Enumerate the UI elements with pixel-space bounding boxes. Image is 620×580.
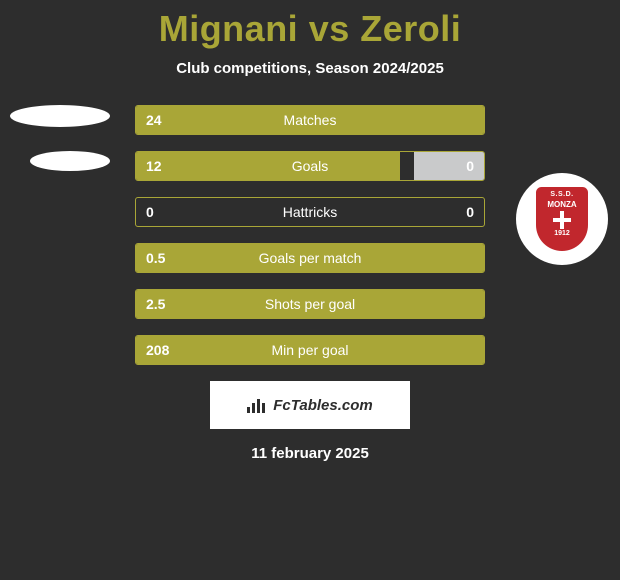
- stat-row: 24 Matches: [135, 105, 485, 135]
- stat-value-left: 0: [146, 204, 154, 220]
- stat-value-left: 208: [146, 342, 169, 358]
- player2-club-badge: S.S.D. MONZA 1912: [516, 173, 608, 265]
- stat-label: Matches: [284, 112, 337, 128]
- stat-label: Min per goal: [271, 342, 348, 358]
- badge-club-name: MONZA: [547, 200, 576, 209]
- bar-fill-left: [136, 152, 400, 180]
- stat-value-right: 0: [466, 204, 474, 220]
- player1-name: Mignani: [159, 8, 298, 49]
- stat-value-left: 2.5: [146, 296, 165, 312]
- page-title: Mignani vs Zeroli: [0, 0, 620, 50]
- stat-row: 208 Min per goal: [135, 335, 485, 365]
- footer-text: FcTables.com: [273, 397, 372, 414]
- fctables-logo-icon: [247, 397, 267, 413]
- badge-top-text: S.S.D.: [550, 191, 573, 198]
- comparison-bars: 24 Matches 12 Goals 0 0 Hattricks 0 0.5 Goals per…: [135, 105, 485, 365]
- stat-row: 0.5 Goals per match: [135, 243, 485, 273]
- monza-crest-icon: S.S.D. MONZA 1912: [536, 187, 588, 251]
- player2-name: Zeroli: [360, 8, 461, 49]
- stat-value-left: 24: [146, 112, 162, 128]
- subtitle: Club competitions, Season 2024/2025: [0, 60, 620, 77]
- stat-label: Hattricks: [283, 204, 337, 220]
- badge-cross-icon: [553, 211, 571, 229]
- stat-value-right: 0: [466, 158, 474, 174]
- badge-year: 1912: [554, 230, 570, 237]
- stat-label: Shots per goal: [265, 296, 355, 312]
- player1-club-placeholder-icon: [30, 151, 110, 171]
- stat-value-left: 12: [146, 158, 162, 174]
- stat-row: 0 Hattricks 0: [135, 197, 485, 227]
- content-area: S.S.D. MONZA 1912 24 Matches 12 Goals 0 0 Hatt…: [0, 105, 620, 462]
- footer-attribution: FcTables.com: [210, 381, 410, 429]
- player1-placeholder-icon: [10, 105, 110, 127]
- stat-label: Goals per match: [259, 250, 362, 266]
- stat-label: Goals: [292, 158, 329, 174]
- vs-text: vs: [309, 8, 350, 49]
- stat-row: 2.5 Shots per goal: [135, 289, 485, 319]
- stat-row: 12 Goals 0: [135, 151, 485, 181]
- date-text: 11 february 2025: [0, 445, 620, 462]
- stat-value-left: 0.5: [146, 250, 165, 266]
